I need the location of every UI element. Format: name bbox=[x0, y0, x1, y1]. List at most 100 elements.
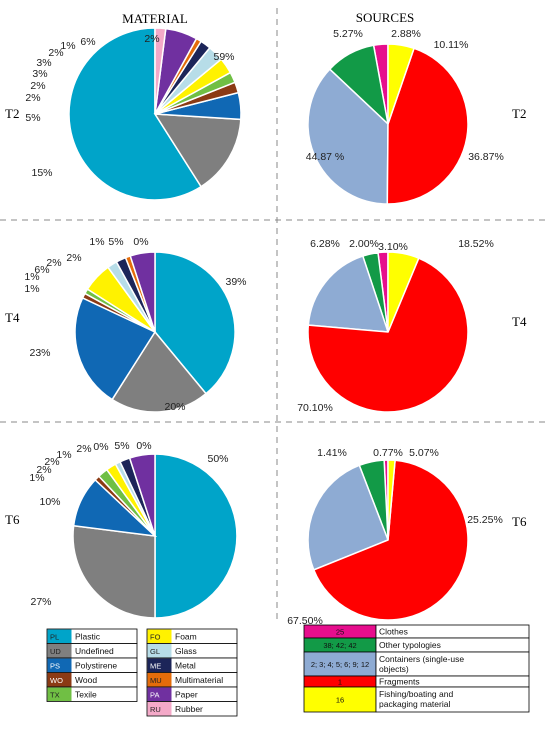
material-legend-swatch-ME bbox=[147, 658, 172, 672]
material-legend-swatch-MU bbox=[147, 673, 172, 687]
sources-legend-swatch-fishing bbox=[303, 686, 377, 713]
sources-t6-pie: 0.77% 5.07% 25.25% 67.50% 1.41% bbox=[287, 447, 503, 627]
material-legend-item-WO: WO Wood bbox=[46, 672, 138, 688]
material-legend-item-MU: MU Multimaterial bbox=[146, 672, 238, 688]
sources-t6-label-clothes: 0.77% bbox=[373, 447, 403, 459]
material-t4-slice-UD bbox=[111, 330, 208, 413]
material-legend-item-UD: UD Undefined bbox=[46, 643, 138, 659]
material-t2-slice-PL bbox=[68, 27, 203, 201]
sources-t2-label-fishing: 5.27% bbox=[333, 28, 363, 40]
material-t4-label-WO: 1% bbox=[24, 283, 39, 295]
sources-t2-slice-fragments bbox=[386, 47, 469, 205]
material-t6-label-TX: 2% bbox=[36, 464, 51, 476]
sources-legend-item-other: 38; 42; 42 Other typologies bbox=[303, 637, 530, 653]
material-t6-label-PL: 50% bbox=[207, 453, 228, 465]
material-t4-label-UD: 20% bbox=[164, 401, 185, 413]
material-t2-label-UD: 15% bbox=[31, 167, 52, 179]
sources-t2-label-other: 10.11% bbox=[434, 39, 469, 51]
material-t6-label-RU: 0% bbox=[136, 440, 151, 452]
material-legend-code-MU: MU bbox=[150, 676, 162, 685]
sources-t2-slice-fishing bbox=[387, 43, 415, 125]
material-legend-item-TX: TX Texile bbox=[46, 686, 138, 702]
material-header: MATERIAL bbox=[122, 11, 188, 26]
sources-legend-name-fragments: Fragments bbox=[379, 677, 420, 687]
sources-t6-slice-fishing bbox=[387, 459, 396, 541]
material-legend-name-TX: Texile bbox=[75, 690, 97, 700]
material-legend-swatch-PA bbox=[147, 687, 172, 701]
material-legend-item-RU: RU Rubber bbox=[146, 701, 238, 717]
material-t2-label-TX: 2% bbox=[30, 80, 45, 92]
sources-legend-name-fishing: Fishing/boating and packaging material bbox=[379, 689, 453, 709]
material-t6-label-MU: 0% bbox=[93, 441, 108, 453]
material-t2-label-GL: 3% bbox=[36, 57, 51, 69]
material-t6-label-ME: 2% bbox=[76, 443, 91, 455]
material-t2-pie: 59%15%5%2%2%3%3%2%1% 6% 2% bbox=[25, 27, 242, 201]
sources-t4-slice-fishing bbox=[387, 251, 420, 333]
sources-legend-item-clothes: 25 Clothes bbox=[303, 624, 530, 639]
material-legend-code-RU: RU bbox=[150, 705, 161, 714]
material-legend-item-FO: FO Foam bbox=[146, 628, 238, 644]
material-t6-label-UD: 27% bbox=[30, 596, 51, 608]
material-t4-label-TX: 1% bbox=[24, 271, 39, 283]
material-t4-label-FO: 6% bbox=[34, 264, 49, 276]
material-t6-slice-PL bbox=[154, 453, 238, 619]
material-t2-label-FO: 3% bbox=[32, 68, 47, 80]
material-t6-label-FO: 2% bbox=[44, 456, 59, 468]
row-label-t2-left: T2 bbox=[5, 106, 19, 121]
sources-t4-label-containers: 18.52% bbox=[458, 238, 494, 250]
sources-t2-label-fragments: 44.87 % bbox=[306, 151, 345, 163]
sources-legend-name-clothes: Clothes bbox=[379, 627, 408, 637]
sources-t2-pie: 2.88% 10.11% 36.87% 44.87 % 5.27% bbox=[306, 28, 504, 205]
sources-t6-label-fishing: 1.41% bbox=[317, 447, 347, 459]
material-legend-code-PL: PL bbox=[50, 633, 59, 642]
material-t4-slice-PA bbox=[129, 251, 156, 333]
sources-t4-label-other: 3.10% bbox=[378, 241, 408, 253]
material-legend-item-PS: PS Polystirene bbox=[46, 657, 138, 673]
material-legend-code-FO: FO bbox=[150, 633, 161, 642]
material-t6-slice-UD bbox=[72, 524, 156, 619]
material-legend-name-PS: Polystirene bbox=[75, 661, 117, 671]
material-legend-swatch-WO bbox=[47, 673, 72, 687]
material-t2-slice-RU bbox=[154, 27, 167, 115]
sources-t2-slice-containers bbox=[307, 68, 389, 205]
material-t6-label-PS: 10% bbox=[39, 496, 60, 508]
sources-t4-label-fishing: 6.28% bbox=[310, 238, 340, 250]
material-legend-swatch-FO bbox=[147, 629, 172, 643]
material-legend-name-RU: Rubber bbox=[175, 704, 203, 714]
material-t2-slice-UD bbox=[153, 113, 242, 188]
row-label-t6-left: T6 bbox=[5, 512, 20, 527]
sources-t4-label-clothes: 2.00% bbox=[349, 238, 379, 250]
material-t4-label-PL: 39% bbox=[225, 276, 246, 288]
sources-legend-name-containers: Containers (single-use objects) bbox=[379, 654, 464, 674]
material-t2-label-PA: 6% bbox=[80, 36, 95, 48]
sources-legend-item-fishing: 16 Fishing/boating and packaging material bbox=[303, 686, 530, 713]
sources-t6-slice-fragments bbox=[312, 459, 469, 621]
sources-t6-label-containers: 25.25% bbox=[467, 514, 503, 526]
sources-legend-item-containers: 2; 3; 4; 5; 6; 9; 12 Containers (single-u… bbox=[303, 651, 530, 677]
material-legend-name-UD: Undefined bbox=[75, 646, 114, 656]
material-t6-slice-PA bbox=[128, 453, 156, 537]
material-t4-label-PA: 5% bbox=[108, 236, 123, 248]
sources-legend-code-containers: 2; 3; 4; 5; 6; 9; 12 bbox=[311, 660, 369, 669]
sources-legend-item-fragments: 1 Fragments bbox=[303, 675, 530, 688]
material-t6-label-PA: 5% bbox=[114, 440, 129, 452]
material-legend-name-PA: Paper bbox=[175, 690, 198, 700]
material-legend-swatch-RU bbox=[147, 702, 172, 716]
material-t4-pie: 39%20%23%1%1%6%2% 2%1% 5% 0% bbox=[24, 236, 246, 413]
material-legend-item-ME: ME Metal bbox=[146, 657, 238, 673]
sources-t4-slice-containers bbox=[307, 255, 390, 333]
pie-charts: 59%15%5%2%2%3%3%2%1% 6% 2% 2.88%10.11%36.87… bbox=[24, 27, 504, 627]
row-label-t4-left: T4 bbox=[5, 310, 20, 325]
material-legend-item-GL: GL Glass bbox=[146, 643, 238, 659]
material-t4-label-RU: 0% bbox=[133, 236, 148, 248]
material-t6-label-WO: 1% bbox=[29, 472, 44, 484]
row-label-t4-right: T4 bbox=[512, 314, 527, 329]
material-legend-name-MU: Multimaterial bbox=[175, 675, 223, 685]
sources-t6-slice-containers bbox=[307, 464, 389, 571]
material-t6-label-GL: 1% bbox=[56, 449, 71, 461]
sources-legend-code-other: 38; 42; 42 bbox=[323, 641, 356, 650]
sources-legend-code-fragments: 1 bbox=[338, 678, 342, 687]
sources-legend-code-clothes: 25 bbox=[336, 628, 344, 637]
material-legend-name-PL: Plastic bbox=[75, 632, 101, 642]
